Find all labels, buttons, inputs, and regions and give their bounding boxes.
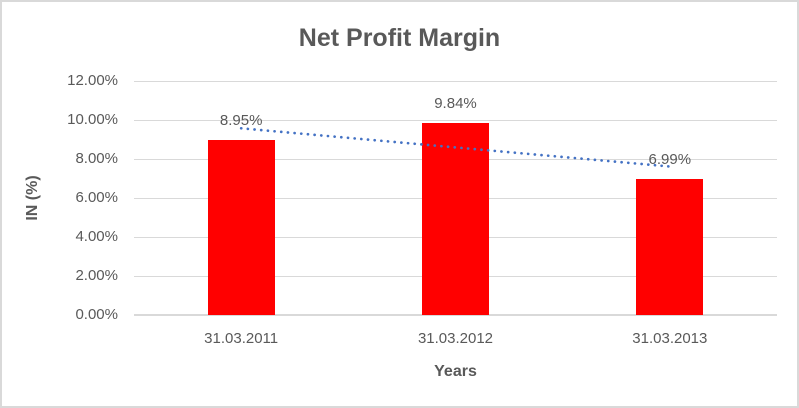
x-axis-line	[134, 314, 777, 316]
data-label: 8.95%	[219, 112, 263, 130]
x-axis-tick-label: 31.03.2011	[204, 330, 279, 347]
bar-31.03.2012[interactable]	[422, 123, 489, 315]
y-axis-tick-label: 10.00%	[67, 111, 118, 128]
x-axis-tick-label: 31.03.2012	[417, 330, 494, 347]
data-label: 9.84%	[434, 95, 477, 113]
x-axis-tick-label: 31.03.2013	[632, 330, 708, 347]
y-axis-tick-label: 0.00%	[75, 306, 118, 323]
gridline	[134, 119, 777, 121]
y-axis-tick-label: 8.00%	[75, 150, 118, 167]
data-label: 6.99%	[648, 150, 692, 168]
chart-title: Net Profit Margin	[298, 24, 501, 52]
y-axis-tick-label: 12.00%	[67, 72, 118, 89]
bar-31.03.2013[interactable]	[636, 178, 704, 315]
y-axis-tick-label: 2.00%	[75, 267, 118, 284]
y-axis-tick-label: 4.00%	[75, 228, 118, 245]
y-axis-tick-label: 6.00%	[75, 189, 118, 206]
x-axis-title: Years	[434, 363, 477, 380]
gridline	[134, 80, 777, 82]
bar-31.03.2011[interactable]	[207, 140, 275, 315]
